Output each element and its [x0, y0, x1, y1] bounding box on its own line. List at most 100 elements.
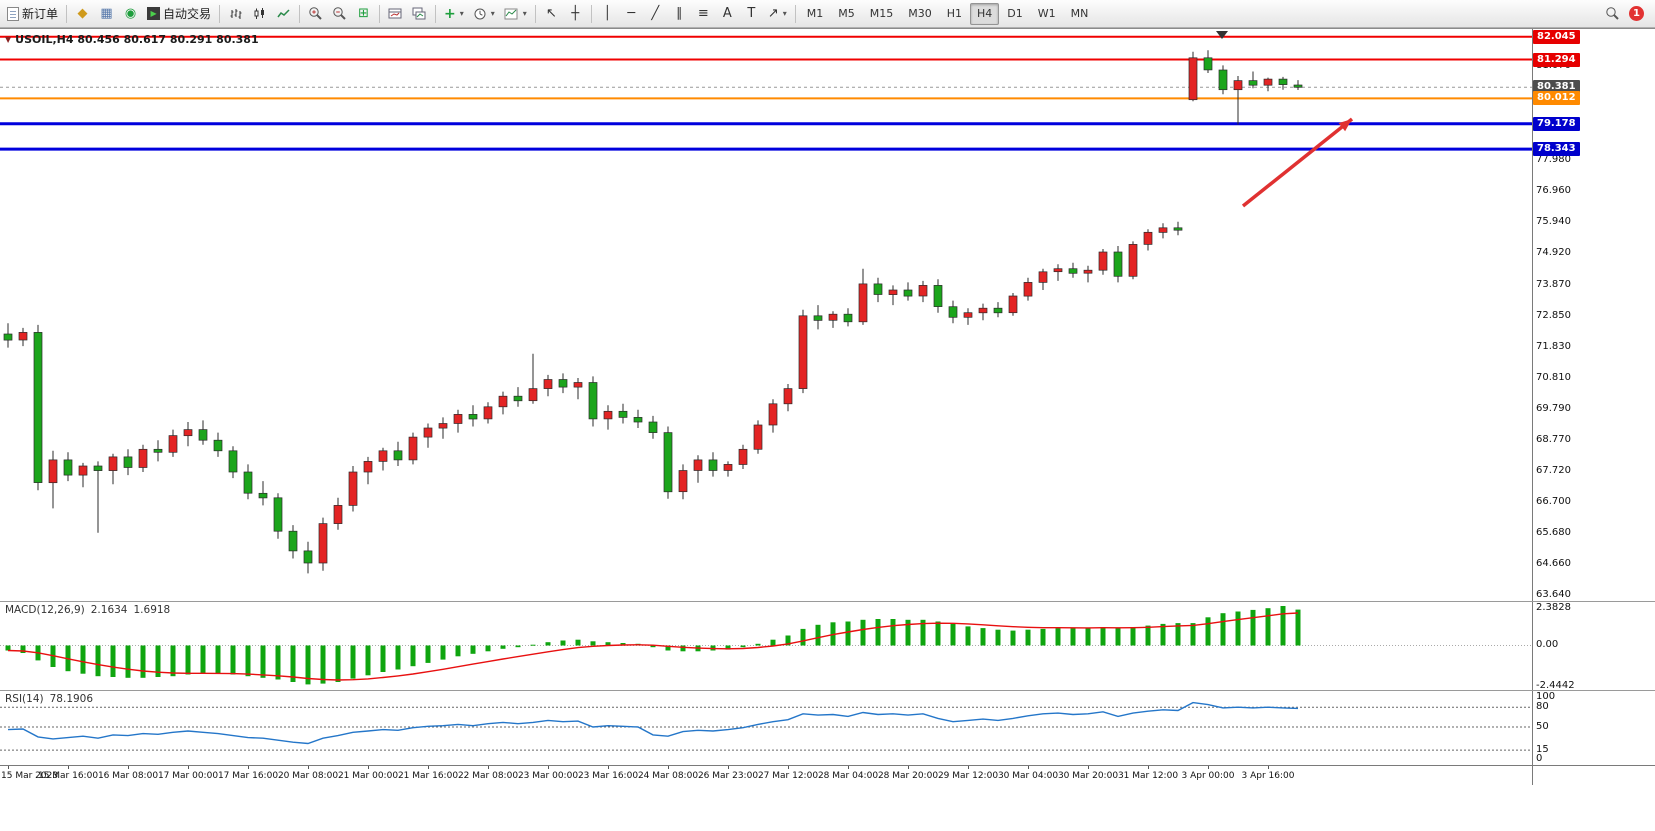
macd-plot[interactable]: MACD(12,26,9) 2.1634 1.6918	[0, 602, 1532, 690]
time-label: 24 Mar 08:00	[637, 771, 699, 781]
rsi-header: RSI(14) 78.1906	[5, 693, 93, 705]
rsi-value: 78.1906	[49, 693, 94, 705]
time-axis: 15 Mar 2023 15 Mar 16:00 16 Mar 08:00 17 Ma…	[0, 765, 1655, 785]
market-watch-button[interactable]: ◆	[71, 3, 94, 25]
arrow-object[interactable]	[1241, 117, 1354, 208]
time-tick	[1028, 766, 1029, 769]
chevron-down-icon: ▾	[490, 9, 495, 18]
time-axis-corner	[1532, 766, 1655, 785]
time-scale[interactable]: 15 Mar 2023 15 Mar 16:00 16 Mar 08:00 17 Ma…	[0, 766, 1532, 785]
arrows-tool-button[interactable]: ↗ ▾	[764, 3, 791, 25]
time-label: 3 Apr 00:00	[1181, 771, 1235, 781]
candlestick-button[interactable]	[248, 3, 271, 25]
collapse-ohlc-icon[interactable]: ▼	[5, 35, 12, 44]
timeframe-group: M1 M5 M15 M30 H1 H4 D1 W1 MN	[800, 2, 1096, 25]
timeframe-button-mn[interactable]: MN	[1064, 3, 1096, 25]
time-tick	[908, 766, 909, 769]
timeframe-button-d1[interactable]: D1	[1000, 3, 1029, 25]
time-label: 26 Mar 23:00	[697, 771, 759, 781]
cascade-windows-button[interactable]	[408, 3, 431, 25]
time-tick	[1088, 766, 1089, 769]
autotrading-icon: ▶	[147, 7, 161, 20]
tile-windows-button[interactable]: ⊞	[352, 3, 375, 25]
rsi-plot[interactable]: RSI(14) 78.1906	[0, 691, 1532, 765]
crosshair-button[interactable]: ┼	[564, 3, 587, 25]
vertical-line-icon: │	[603, 6, 612, 21]
toolbar-separator	[299, 4, 301, 23]
search-button[interactable]	[1601, 3, 1624, 25]
toolbar-separator	[435, 4, 437, 23]
timeframe-button-h4[interactable]: H4	[970, 2, 1000, 25]
template-chart-icon	[504, 8, 518, 19]
notification-badge[interactable]: 1	[1629, 6, 1644, 21]
cursor-button[interactable]: ↖	[540, 3, 563, 25]
timeframe-button-m1[interactable]: M1	[800, 3, 831, 25]
macd-canvas[interactable]	[0, 602, 1532, 690]
chart-shift-marker[interactable]	[1216, 31, 1228, 39]
price-tag-80.012: 80.012	[1533, 91, 1580, 106]
macd-tick: 2.3828	[1536, 602, 1571, 613]
rsi-axis[interactable]: 100 80 50 15 0	[1532, 691, 1655, 765]
rsi-tick: 0	[1536, 753, 1543, 764]
chevron-down-icon: ▾	[522, 9, 527, 18]
price-tick: 65.680	[1536, 527, 1571, 539]
rsi-canvas[interactable]	[0, 691, 1532, 765]
text-label-button[interactable]: T	[740, 3, 763, 25]
price-tick: 77.980	[1536, 154, 1571, 166]
fibonacci-button[interactable]: ≡	[692, 3, 715, 25]
time-label: 30 Mar 04:00	[997, 771, 1059, 781]
price-tick: 70.810	[1536, 371, 1571, 383]
time-label: 27 Mar 12:00	[757, 771, 819, 781]
time-tick	[188, 766, 189, 769]
price-chart-canvas[interactable]	[0, 29, 1532, 601]
time-label: 31 Mar 12:00	[1117, 771, 1179, 781]
data-window-icon: ▦	[100, 6, 113, 21]
time-tick	[728, 766, 729, 769]
arrange-windows-button[interactable]	[384, 3, 407, 25]
arrow-object-head[interactable]	[1338, 119, 1352, 132]
price-axis[interactable]: 81.07077.98076.96075.94074.92073.87072.8…	[1532, 29, 1655, 601]
vertical-line-button[interactable]: │	[596, 3, 619, 25]
periods-button[interactable]: ▾	[469, 3, 499, 25]
timeframe-button-m15[interactable]: M15	[863, 3, 901, 25]
macd-signal-line	[7, 612, 1299, 681]
time-tick	[428, 766, 429, 769]
rsi-pane: RSI(14) 78.1906 100 80 50 15 0	[0, 690, 1655, 765]
zoom-out-button[interactable]	[328, 3, 351, 25]
cursor-icon: ↖	[545, 6, 557, 21]
zoom-in-button[interactable]	[304, 3, 327, 25]
time-label: 3 Apr 16:00	[1241, 771, 1295, 781]
timeframe-button-w1[interactable]: W1	[1031, 3, 1063, 25]
price-tick: 71.830	[1536, 340, 1571, 352]
price-tick: 68.770	[1536, 433, 1571, 445]
timeframe-button-m5[interactable]: M5	[831, 3, 862, 25]
bar-chart-button[interactable]	[224, 3, 247, 25]
price-plot[interactable]: ▼ USOIL,H4 80.456 80.617 80.291 80.381	[0, 29, 1532, 601]
autotrading-button[interactable]: ▶ 自动交易	[143, 3, 215, 25]
navigator-button[interactable]: ◉	[119, 3, 142, 25]
time-label: 15 Mar 2023	[1, 771, 59, 781]
text-tool-button[interactable]: A	[716, 3, 739, 25]
templates-button[interactable]: ▾	[500, 3, 531, 25]
new-order-button[interactable]: 新订单	[3, 3, 62, 25]
time-tick	[548, 766, 549, 769]
channel-button[interactable]: ∥	[668, 3, 691, 25]
line-chart-button[interactable]	[272, 3, 295, 25]
trendline-button[interactable]: ╱	[644, 3, 667, 25]
indicators-button[interactable]: + ▾	[440, 3, 468, 25]
price-tick: 67.720	[1536, 465, 1571, 477]
market-watch-icon: ◆	[77, 6, 88, 21]
macd-axis[interactable]: 2.3828 0.00 -2.4442	[1532, 602, 1655, 691]
new-order-label: 新订单	[22, 7, 59, 21]
horizontal-line-button[interactable]: ─	[620, 3, 643, 25]
macd-value-main: 2.1634	[90, 604, 128, 616]
price-pane: ▼ USOIL,H4 80.456 80.617 80.291 80.381 8…	[0, 28, 1655, 601]
data-window-button[interactable]: ▦	[95, 3, 118, 25]
time-tick	[488, 766, 489, 769]
timeframe-button-h1[interactable]: H1	[940, 3, 969, 25]
bar-chart-icon	[230, 8, 242, 19]
price-tag-78.343: 78.343	[1533, 142, 1580, 157]
chart-area: ▼ USOIL,H4 80.456 80.617 80.291 80.381 8…	[0, 28, 1655, 785]
timeframe-button-m30[interactable]: M30	[901, 3, 939, 25]
horizontal-line-icon: ─	[627, 6, 636, 21]
